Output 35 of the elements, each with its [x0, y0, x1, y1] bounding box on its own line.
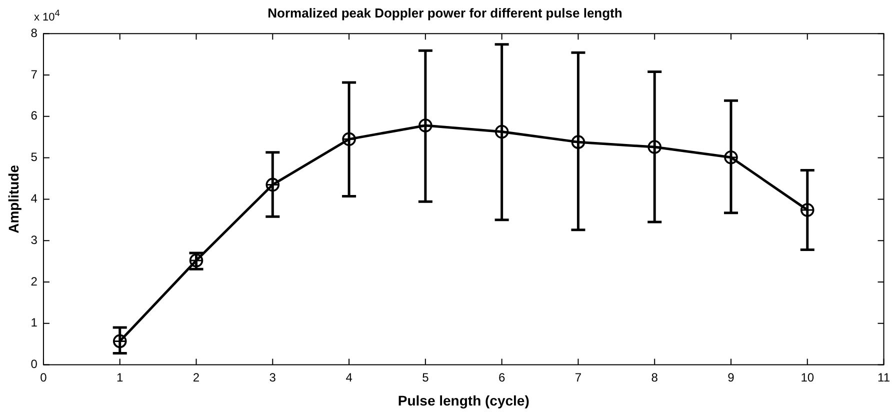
x-tick-label: 7	[574, 370, 582, 384]
point	[266, 178, 280, 192]
y-tick-label: 1	[30, 316, 38, 330]
x-tick-label: 10	[800, 370, 814, 384]
point	[724, 150, 738, 164]
y-tick-label: 2	[30, 274, 38, 288]
point	[189, 254, 204, 268]
x-tick-label: 0	[40, 370, 48, 384]
point	[494, 124, 509, 139]
x-tick-label: 4	[346, 370, 353, 384]
y-tick-label: 4	[30, 192, 38, 206]
x-tick-label: 8	[651, 370, 658, 384]
x-tick-label: 5	[422, 370, 430, 384]
y-tick-label: 3	[30, 232, 38, 247]
text: x 10$^{4}$	[34, 8, 60, 24]
point	[648, 140, 662, 154]
y-axis-title: Amplitude	[5, 164, 22, 234]
x-tick-label: 1	[116, 370, 124, 384]
y-tick-label: 7	[30, 67, 38, 82]
y-tick-label: 6	[30, 108, 38, 123]
x-tick-label: 11	[878, 370, 890, 384]
x-tick-label: 2	[192, 370, 200, 384]
point	[800, 203, 814, 217]
y-tick-label: 0	[30, 357, 38, 372]
y-tick-label: 5	[30, 150, 38, 164]
y-tick-label: 8	[30, 26, 38, 40]
point	[342, 132, 356, 146]
x-tick-label: 6	[498, 370, 506, 384]
chart-title: Normalized peak Doppler power for different pulse length	[268, 5, 622, 20]
x-tick-label: 9	[728, 370, 735, 384]
x-axis-title: Pulse length (cycle)	[398, 392, 530, 408]
point	[418, 118, 432, 132]
x-tick-label: 3	[269, 370, 276, 384]
point	[112, 334, 127, 348]
point	[571, 135, 586, 149]
